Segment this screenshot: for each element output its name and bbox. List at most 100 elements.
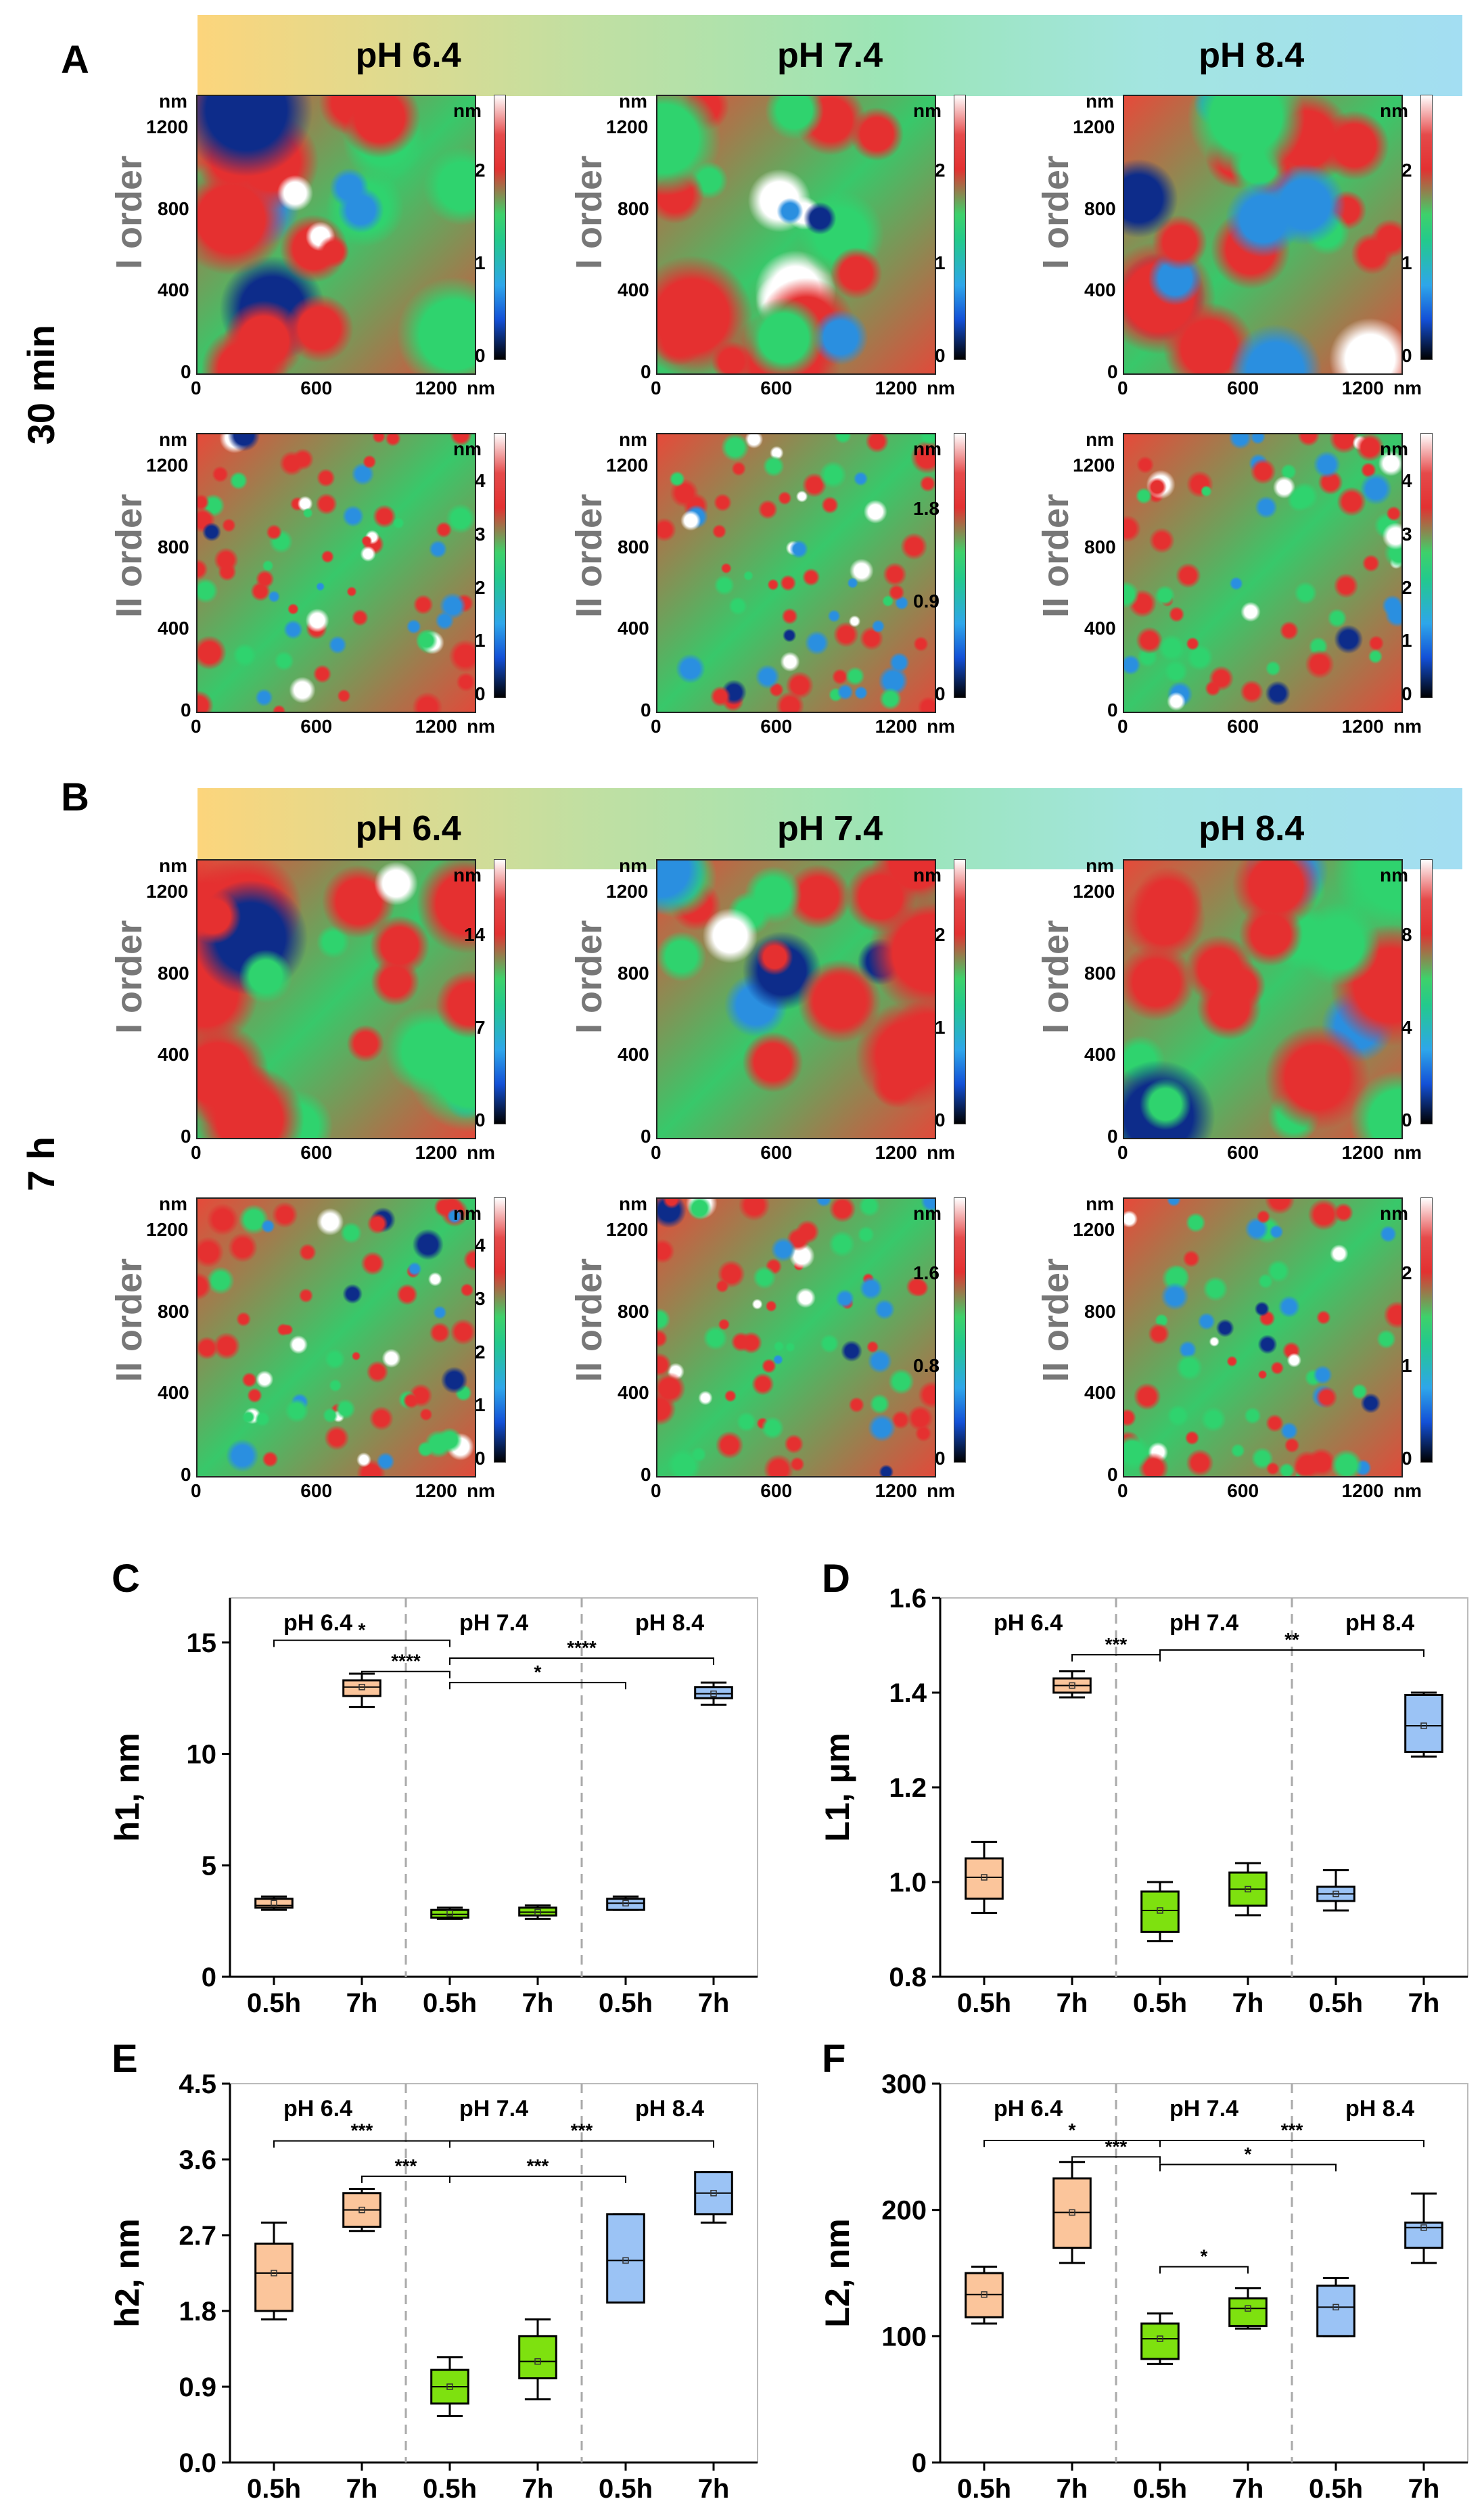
afm-height-map [656, 1197, 936, 1477]
significance-bracket [273, 1639, 450, 1647]
mean-marker [1069, 2209, 1075, 2216]
significance-label: *** [571, 2120, 593, 2141]
afm-height-map [656, 859, 936, 1139]
afm-height-map [196, 859, 476, 1139]
box [1404, 2221, 1443, 2249]
colorbar-tick-label: 2 [475, 1341, 486, 1362]
plot-frame [940, 1597, 1468, 1977]
mean-marker [981, 1874, 988, 1881]
ph-label: pH 8.4 [1199, 36, 1305, 75]
x-tick-label: 1200 [1341, 377, 1384, 398]
box [1228, 2297, 1268, 2327]
mean-marker [1245, 1885, 1251, 1893]
y-tick-label: 1.0 [889, 1868, 927, 1898]
x-tick-label: 0.5h [957, 2474, 1011, 2504]
mean-marker [1332, 2304, 1339, 2311]
ph-header-bar-b: pH 6.4 pH 7.4 pH 8.4 [198, 788, 1462, 869]
x-tick-label: 0 [651, 716, 662, 737]
ph-header-bar-a: pH 6.4 pH 7.4 pH 8.4 [198, 15, 1462, 96]
colorbar-unit-label: nm [913, 865, 942, 886]
y-tick-label: 10 [187, 1740, 217, 1770]
group-label: pH 6.4 [994, 2096, 1063, 2122]
significance-label: *** [527, 2155, 549, 2176]
x-tick-label: 600 [1227, 1142, 1259, 1163]
order-label: I order [109, 156, 149, 270]
ph-label: pH 7.4 [776, 809, 883, 848]
colorbar-tick-label: 1 [935, 252, 946, 273]
axis-unit-label: nm [1393, 1142, 1422, 1163]
afm-height-map [1123, 1197, 1403, 1477]
colorbar-tick-label: 2 [1401, 576, 1412, 598]
y-tick-label: 300 [881, 2069, 927, 2099]
significance-bracket [361, 1670, 450, 1678]
mean-marker [534, 2358, 541, 2365]
colorbar-tick-label: 1 [1401, 1354, 1412, 1376]
significance-label: ** [1284, 1629, 1299, 1650]
x-tick-label: 7h [346, 1988, 378, 2018]
x-tick-label: 1200 [1341, 1480, 1384, 1501]
mean-marker [1157, 1907, 1163, 1914]
y-tick-label: 4.5 [179, 2069, 216, 2099]
y-tick-label: 0 [641, 1126, 651, 1147]
colorbar-tick-label: 14 [464, 923, 486, 945]
x-tick-label: 600 [1227, 377, 1259, 398]
significance-label: *** [1105, 1634, 1128, 1655]
x-tick-label: 1200 [1341, 716, 1384, 737]
group-label: pH 7.4 [1169, 2096, 1238, 2122]
x-tick-label: 1200 [875, 1142, 917, 1163]
y-tick-label: 800 [618, 962, 649, 984]
axis-unit-label: nm [467, 377, 495, 398]
significance-label: **** [391, 1651, 421, 1672]
x-tick-label: 0 [191, 1480, 202, 1501]
y-tick-label: 1.8 [179, 2297, 216, 2327]
colorbar-tick-label: 4 [1401, 470, 1412, 492]
x-tick-label: 7h [1232, 2474, 1264, 2504]
x-tick-label: 0 [651, 1142, 662, 1163]
colorbar-tick-label: 0 [475, 1109, 486, 1130]
y-tick-label: 1200 [146, 881, 189, 902]
colorbar-tick-label: 0 [935, 683, 946, 704]
colorbar [954, 433, 966, 698]
x-tick-label: 0.5h [1309, 2474, 1363, 2504]
significance-bracket [449, 1682, 626, 1690]
mean-marker [1332, 1890, 1339, 1898]
colorbar-tick-label: 4 [475, 1235, 486, 1256]
colorbar-tick-label: 1.6 [913, 1262, 940, 1283]
axis-unit-label: nm [159, 1193, 187, 1214]
axis-unit-label: nm [1086, 429, 1114, 450]
colorbar-unit-label: nm [1380, 438, 1408, 459]
significance-bracket [1071, 2156, 1161, 2164]
ph-label: pH 7.4 [776, 36, 883, 75]
y-tick-label: 800 [158, 1300, 189, 1322]
y-tick-label: 0 [1107, 1126, 1118, 1147]
mean-marker [446, 2383, 453, 2390]
x-tick-label: 7h [1408, 1988, 1440, 2018]
colorbar-tick-label: 4 [1401, 1016, 1412, 1038]
colorbar [1420, 95, 1433, 360]
group-label: pH 7.4 [459, 2096, 528, 2122]
x-tick-label: 7h [522, 2474, 554, 2504]
y-tick-label: 800 [158, 536, 189, 557]
x-tick-label: 7h [1232, 1988, 1264, 2018]
y-tick-label: 1200 [1073, 881, 1115, 902]
order-label: II order [569, 1258, 609, 1383]
x-tick-label: 0 [651, 377, 662, 398]
box [518, 2335, 557, 2380]
y-tick-label: 0 [912, 2448, 927, 2478]
chart-F: pH 6.4 pH 7.4 pH 8.4 0 100 200 300 L2, nm 0.5h 7h… [818, 2069, 1468, 2504]
box [1404, 1694, 1443, 1753]
group-label: pH 6.4 [283, 1610, 352, 1636]
x-tick-label: 7h [1408, 2474, 1440, 2504]
y-tick-label: 0 [1107, 700, 1118, 720]
y-tick-label: 800 [158, 198, 189, 219]
mean-marker [1157, 2335, 1163, 2342]
y-tick-label: 0.9 [179, 2373, 216, 2402]
x-tick-label: 600 [760, 377, 793, 398]
group-label: pH 8.4 [635, 2096, 704, 2122]
x-tick-label: 0.5h [1309, 1988, 1363, 2018]
afm-height-map [196, 1197, 476, 1477]
y-tick-label: 400 [158, 1382, 189, 1404]
y-tick-label: 400 [618, 279, 649, 301]
order-label: I order [1036, 920, 1076, 1034]
y-axis-label: L1, μm [818, 1733, 856, 1841]
